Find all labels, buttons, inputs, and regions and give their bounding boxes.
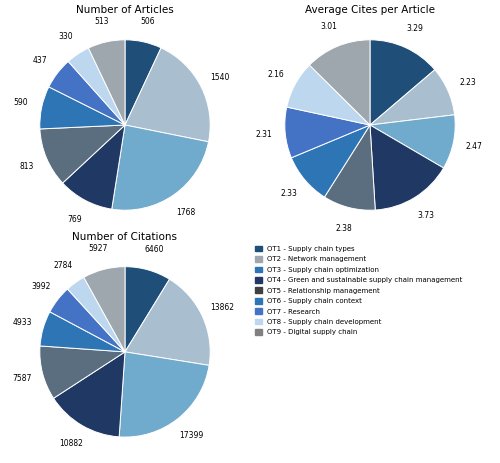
Text: 6460: 6460 (144, 245, 164, 254)
Text: 813: 813 (20, 162, 34, 171)
Legend: OT1 - Supply chain types, OT2 - Network management, OT3 - Supply chain optimizat: OT1 - Supply chain types, OT2 - Network … (254, 244, 464, 337)
Wedge shape (125, 40, 161, 125)
Wedge shape (50, 289, 125, 352)
Text: 3992: 3992 (31, 282, 50, 291)
Wedge shape (125, 279, 210, 365)
Wedge shape (370, 125, 444, 210)
Wedge shape (68, 277, 125, 352)
Title: Number of Articles: Number of Articles (76, 5, 174, 15)
Wedge shape (324, 125, 376, 210)
Wedge shape (88, 40, 125, 125)
Text: 437: 437 (33, 56, 48, 65)
Title: Average Cites per Article: Average Cites per Article (305, 5, 435, 15)
Text: 2.23: 2.23 (459, 78, 476, 87)
Title: Number of Citations: Number of Citations (72, 232, 178, 242)
Wedge shape (68, 48, 125, 125)
Wedge shape (62, 125, 125, 209)
Text: 590: 590 (14, 99, 28, 107)
Text: 2784: 2784 (53, 261, 72, 270)
Text: 513: 513 (94, 17, 109, 25)
Text: 5927: 5927 (88, 244, 108, 253)
Text: 769: 769 (68, 214, 82, 224)
Wedge shape (54, 352, 125, 437)
Text: 2.31: 2.31 (256, 130, 272, 139)
Text: 7587: 7587 (12, 374, 32, 383)
Wedge shape (286, 65, 370, 125)
Text: 506: 506 (141, 17, 156, 25)
Text: 10882: 10882 (59, 439, 83, 448)
Text: 3.29: 3.29 (406, 24, 423, 33)
Text: 330: 330 (59, 32, 74, 41)
Wedge shape (370, 40, 435, 125)
Wedge shape (310, 40, 370, 125)
Text: 3.73: 3.73 (418, 211, 434, 220)
Wedge shape (292, 125, 370, 197)
Wedge shape (119, 352, 209, 437)
Wedge shape (125, 267, 170, 352)
Wedge shape (40, 87, 125, 129)
Wedge shape (125, 48, 210, 142)
Wedge shape (40, 346, 125, 398)
Text: 2.47: 2.47 (466, 142, 482, 151)
Text: 2.16: 2.16 (268, 70, 284, 79)
Wedge shape (84, 267, 125, 352)
Wedge shape (112, 125, 208, 210)
Wedge shape (370, 115, 455, 168)
Text: 13862: 13862 (210, 303, 234, 312)
Text: 17399: 17399 (179, 431, 204, 440)
Text: 1540: 1540 (210, 73, 230, 81)
Text: 3.01: 3.01 (320, 22, 338, 31)
Text: 1768: 1768 (176, 208, 196, 217)
Wedge shape (40, 312, 125, 352)
Wedge shape (40, 125, 125, 183)
Wedge shape (370, 70, 454, 125)
Text: 4933: 4933 (13, 318, 32, 327)
Wedge shape (49, 62, 125, 125)
Text: 2.33: 2.33 (280, 189, 297, 198)
Wedge shape (285, 107, 370, 158)
Text: 2.38: 2.38 (335, 224, 352, 233)
